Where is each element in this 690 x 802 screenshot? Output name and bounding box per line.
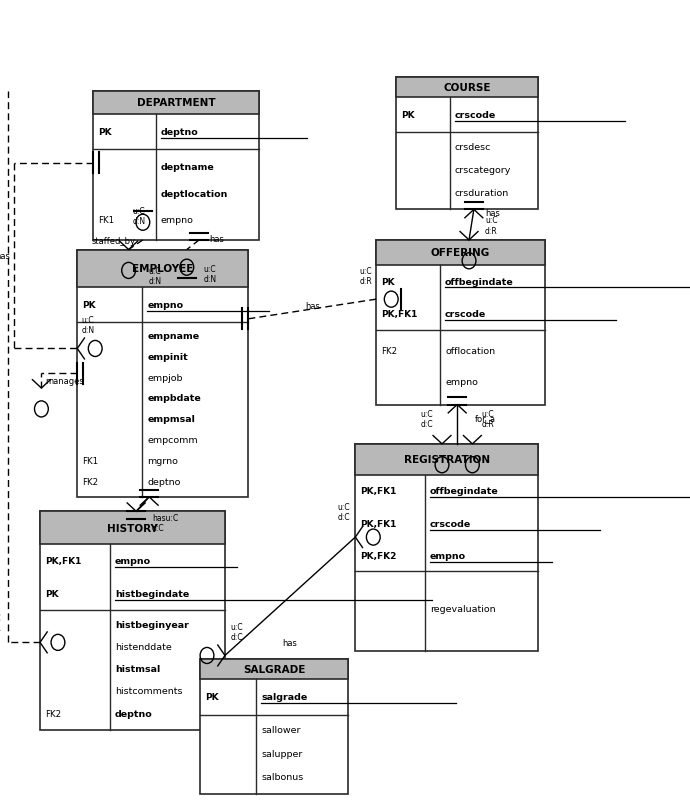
Text: histenddate: histenddate [115, 642, 172, 651]
Text: u:C
d:N: u:C d:N [132, 207, 146, 226]
Text: PK,FK1: PK,FK1 [45, 557, 81, 565]
Text: empinit: empinit [147, 352, 188, 362]
Text: SALGRADE: SALGRADE [243, 664, 306, 674]
Text: crscode: crscode [445, 310, 486, 319]
Bar [77, 250, 248, 497]
Text: deptname: deptname [161, 163, 215, 172]
Text: empno: empno [430, 551, 466, 560]
Text: deptno: deptno [147, 477, 181, 486]
Text: histbegindate: histbegindate [115, 589, 189, 598]
Bar [396, 78, 538, 98]
Text: salgrade: salgrade [262, 693, 308, 702]
Text: salbonus: salbonus [262, 772, 304, 781]
Text: manages: manages [46, 377, 84, 386]
Bar [355, 444, 538, 651]
Text: PK,FK1: PK,FK1 [360, 519, 397, 528]
Bar [376, 241, 545, 265]
Text: PK: PK [45, 589, 59, 598]
Text: has: has [209, 234, 224, 243]
Text: HISTORY: HISTORY [107, 523, 158, 533]
Text: COURSE: COURSE [443, 83, 491, 93]
Bar [200, 659, 348, 679]
Text: u:C
d:C: u:C d:C [420, 409, 433, 428]
Text: empno: empno [445, 378, 478, 387]
Text: crsduration: crsduration [455, 188, 509, 197]
Text: empmsal: empmsal [147, 415, 195, 423]
Text: crscode: crscode [430, 519, 471, 528]
Text: crsdesc: crsdesc [455, 144, 491, 152]
Text: PK: PK [205, 693, 219, 702]
Text: empno: empno [115, 557, 151, 565]
Text: empcomm: empcomm [147, 435, 198, 444]
Text: FK2: FK2 [381, 346, 397, 355]
Text: u:C
d:C: u:C d:C [230, 622, 243, 642]
Text: FK1: FK1 [98, 216, 114, 225]
Text: DEPARTMENT: DEPARTMENT [137, 99, 215, 108]
Text: salupper: salupper [262, 749, 303, 758]
Text: mgrno: mgrno [147, 456, 178, 465]
Text: offbegindate: offbegindate [445, 277, 514, 286]
Bar [40, 512, 225, 545]
Text: u:C
d:N: u:C d:N [148, 266, 161, 286]
Text: FK2: FK2 [45, 709, 61, 718]
Text: deptno: deptno [115, 709, 153, 718]
Text: u:C
d:C: u:C d:C [337, 502, 350, 522]
Text: PK: PK [98, 128, 112, 136]
Text: u:C
d:N: u:C d:N [204, 265, 217, 284]
Text: EMPLOYEE: EMPLOYEE [132, 264, 193, 273]
Text: for_a: for_a [475, 414, 495, 423]
Bar [355, 444, 538, 476]
Text: OFFERING: OFFERING [431, 248, 490, 258]
Text: PK,FK2: PK,FK2 [360, 551, 397, 560]
Text: PK: PK [381, 277, 395, 286]
Text: PK,FK1: PK,FK1 [381, 310, 417, 319]
Text: histcomments: histcomments [115, 687, 183, 695]
Text: deptlocation: deptlocation [161, 189, 228, 198]
Text: u:C
d:R: u:C d:R [359, 266, 372, 286]
Bar [93, 92, 259, 115]
Bar [200, 659, 348, 794]
Text: u:C
d:N: u:C d:N [81, 316, 95, 335]
Text: histmsal: histmsal [115, 664, 160, 674]
Text: deptno: deptno [161, 128, 199, 136]
Text: has: has [305, 302, 319, 311]
Text: regevaluation: regevaluation [430, 604, 495, 613]
Bar [77, 250, 248, 287]
Text: u:C
d:R: u:C d:R [481, 409, 494, 428]
Text: REGISTRATION: REGISTRATION [404, 455, 490, 465]
Text: empno: empno [161, 216, 194, 225]
Text: empbdate: empbdate [147, 394, 201, 403]
Text: FK1: FK1 [82, 456, 98, 465]
Text: has: has [283, 638, 297, 647]
Text: PK,FK1: PK,FK1 [360, 487, 397, 496]
Text: crscode: crscode [455, 111, 496, 119]
Text: sallower: sallower [262, 725, 301, 735]
Text: FK2: FK2 [82, 477, 98, 486]
Text: PK: PK [401, 111, 415, 119]
Text: empjob: empjob [147, 373, 183, 383]
Bar [376, 241, 545, 405]
Text: histbeginyear: histbeginyear [115, 620, 189, 629]
Text: has: has [0, 252, 10, 261]
Text: u:C
d:R: u:C d:R [485, 216, 497, 235]
Bar [40, 512, 225, 730]
Bar [93, 92, 259, 241]
Text: empname: empname [147, 331, 199, 341]
Text: crscategory: crscategory [455, 166, 511, 175]
Text: PK: PK [82, 301, 96, 310]
Text: empno: empno [147, 301, 184, 310]
Text: staffed_by: staffed_by [92, 237, 136, 246]
Text: has: has [485, 209, 500, 217]
Text: offbegindate: offbegindate [430, 487, 498, 496]
Bar [396, 78, 538, 210]
Text: u:C
d:R: u:C d:R [0, 614, 1, 633]
Text: offlocation: offlocation [445, 346, 495, 355]
Text: hasu:C
d:C: hasu:C d:C [152, 513, 178, 533]
